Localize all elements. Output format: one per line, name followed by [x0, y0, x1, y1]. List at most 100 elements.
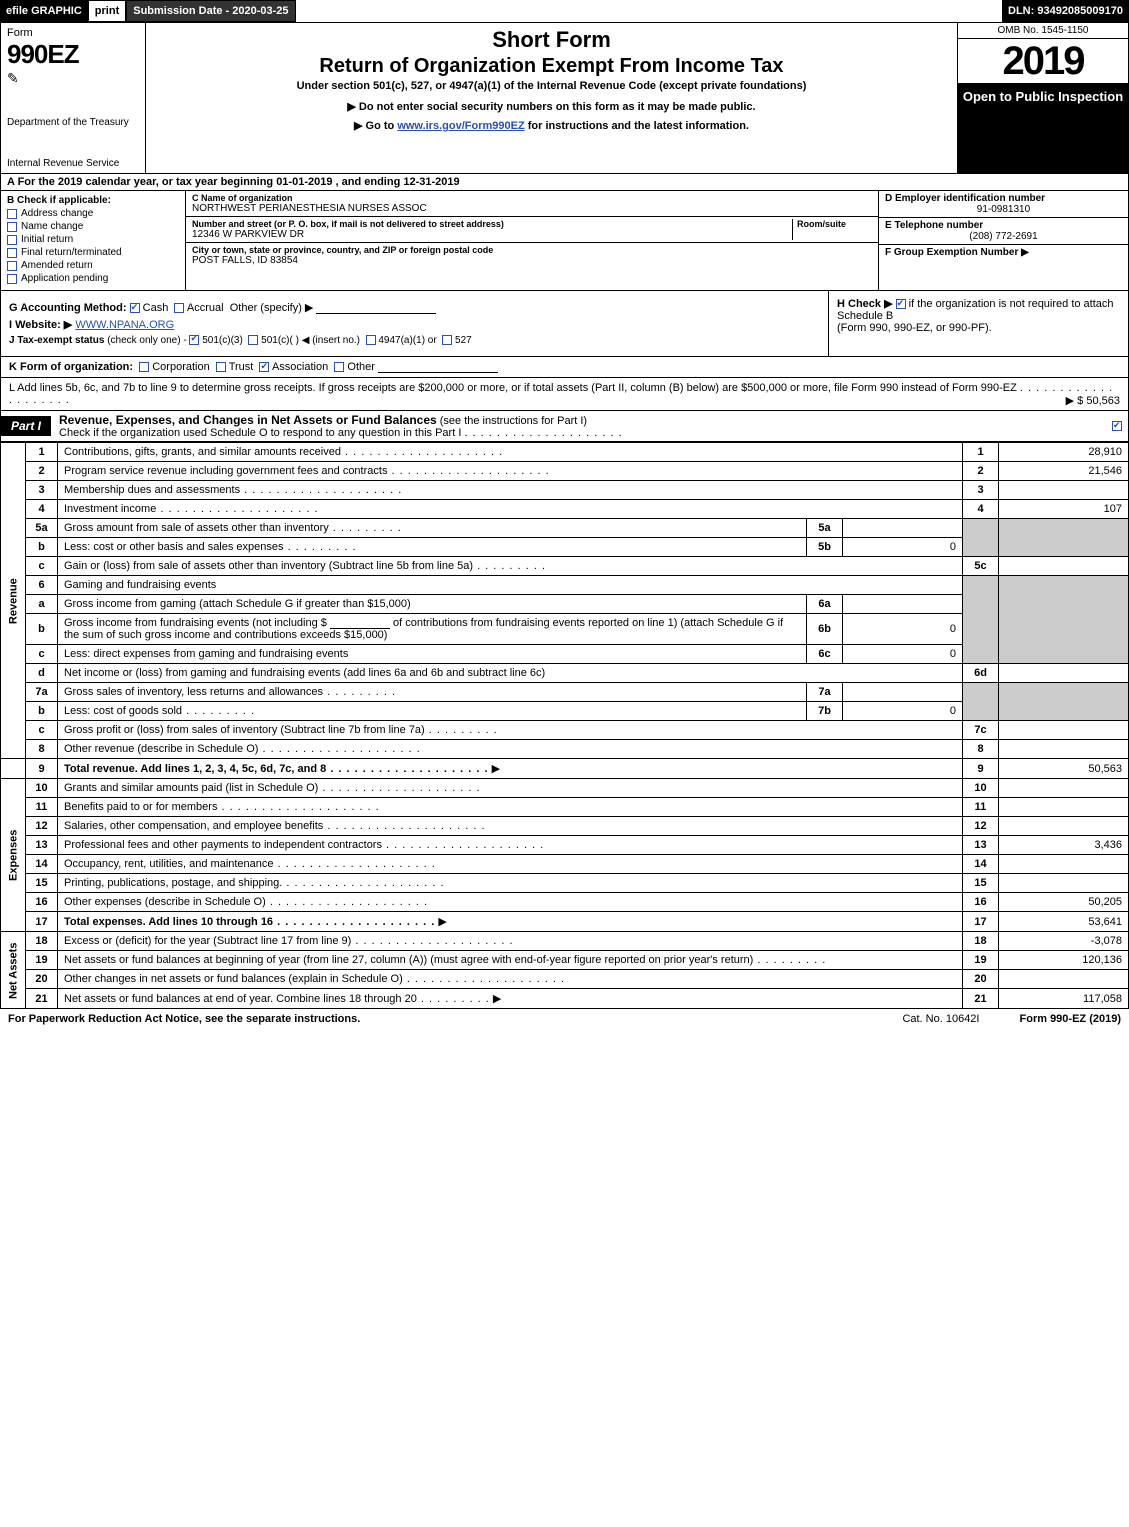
mb5b: 5b	[807, 538, 843, 557]
f-label: F Group Exemption Number ▶	[885, 247, 1029, 258]
submission-date: Submission Date - 2020-03-25	[126, 0, 295, 22]
lbl-application-pending: Application pending	[21, 273, 108, 284]
a21: 117,058	[999, 989, 1129, 1009]
d9: Total revenue. Add lines 1, 2, 3, 4, 5c,…	[58, 759, 963, 779]
print-button[interactable]: print	[88, 0, 126, 22]
blank-6b[interactable]	[330, 617, 390, 629]
part1-title-wrap: Revenue, Expenses, and Changes in Net As…	[51, 411, 1112, 441]
chk-schedule-o[interactable]	[1112, 421, 1122, 431]
n18: 18	[26, 932, 58, 951]
a6d	[999, 664, 1129, 683]
b9: 9	[963, 759, 999, 779]
b21: 21	[963, 989, 999, 1009]
chk-527[interactable]	[442, 335, 452, 345]
grey6	[963, 576, 999, 664]
block-def: D Employer identification number 91-0981…	[878, 191, 1128, 290]
k-label: K Form of organization:	[9, 361, 133, 373]
n6: 6	[26, 576, 58, 595]
ssn-warning: ▶ Do not enter social security numbers o…	[154, 100, 949, 113]
b14: 14	[963, 855, 999, 874]
b20: 20	[963, 970, 999, 989]
page-footer: For Paperwork Reduction Act Notice, see …	[0, 1009, 1129, 1029]
n4: 4	[26, 500, 58, 519]
b8: 8	[963, 740, 999, 759]
row-k: K Form of organization: Corporation Trus…	[0, 357, 1129, 378]
block-bcdef: B Check if applicable: Address change Na…	[0, 191, 1129, 291]
n6d: d	[26, 664, 58, 683]
b17: 17	[963, 912, 999, 932]
line-i: I Website: ▶ WWW.NPANA.ORG	[9, 318, 820, 331]
j-527: 527	[455, 335, 472, 346]
n15: 15	[26, 874, 58, 893]
d12: Salaries, other compensation, and employ…	[58, 817, 963, 836]
n3: 3	[26, 481, 58, 500]
grey7a	[999, 683, 1129, 721]
d14: Occupancy, rent, utilities, and maintena…	[58, 855, 963, 874]
d8: Other revenue (describe in Schedule O)	[58, 740, 963, 759]
b2: 2	[963, 462, 999, 481]
block-c-org: C Name of organization NORTHWEST PERIANE…	[186, 191, 878, 290]
website-link[interactable]: WWW.NPANA.ORG	[75, 319, 174, 331]
mb6b: 6b	[807, 614, 843, 645]
a3	[999, 481, 1129, 500]
chk-amended-return[interactable]	[7, 261, 17, 271]
grey6a	[999, 576, 1129, 664]
a15	[999, 874, 1129, 893]
form-number: 990EZ	[7, 39, 139, 70]
n2: 2	[26, 462, 58, 481]
chk-accrual[interactable]	[174, 303, 184, 313]
g-other-blank[interactable]	[316, 302, 436, 314]
part1-header: Part I Revenue, Expenses, and Changes in…	[0, 411, 1129, 442]
n6b: b	[26, 614, 58, 645]
b18: 18	[963, 932, 999, 951]
chk-corp[interactable]	[139, 362, 149, 372]
k-other-blank[interactable]	[378, 361, 498, 373]
d19: Net assets or fund balances at beginning…	[58, 951, 963, 970]
chk-501c3[interactable]	[189, 335, 199, 345]
j-note: (check only one) -	[107, 335, 186, 346]
goto-pre: ▶ Go to	[354, 120, 397, 132]
mb5a: 5a	[807, 519, 843, 538]
line-j: J Tax-exempt status (check only one) - 5…	[9, 335, 820, 346]
chk-application-pending[interactable]	[7, 274, 17, 284]
j-501c3: 501(c)(3)	[202, 335, 243, 346]
a17: 53,641	[999, 912, 1129, 932]
ma5a	[843, 519, 963, 538]
chk-h[interactable]	[896, 299, 906, 309]
room-label: Room/suite	[797, 219, 872, 229]
chk-final-return[interactable]	[7, 248, 17, 258]
b3: 3	[963, 481, 999, 500]
chk-assoc[interactable]	[259, 362, 269, 372]
a12	[999, 817, 1129, 836]
form-title-cell: Short Form Return of Organization Exempt…	[146, 23, 958, 173]
mb7a: 7a	[807, 683, 843, 702]
d7c: Gross profit or (loss) from sales of inv…	[58, 721, 963, 740]
n10: 10	[26, 779, 58, 798]
n11: 11	[26, 798, 58, 817]
b5c: 5c	[963, 557, 999, 576]
d17: Total expenses. Add lines 10 through 16	[58, 912, 963, 932]
e-label: E Telephone number	[885, 220, 1122, 231]
chk-other[interactable]	[334, 362, 344, 372]
a2: 21,546	[999, 462, 1129, 481]
c-label: C Name of organization	[192, 193, 872, 203]
chk-address-change[interactable]	[7, 209, 17, 219]
d10: Grants and similar amounts paid (list in…	[58, 779, 963, 798]
dln-label: DLN: 93492085009170	[1002, 0, 1129, 22]
chk-name-change[interactable]	[7, 222, 17, 232]
d21: Net assets or fund balances at end of ye…	[58, 989, 963, 1009]
grey5a	[999, 519, 1129, 557]
chk-501c[interactable]	[248, 335, 258, 345]
n14: 14	[26, 855, 58, 874]
chk-4947[interactable]	[366, 335, 376, 345]
d6b: Gross income from fundraising events (no…	[58, 614, 807, 645]
a13: 3,436	[999, 836, 1129, 855]
return-title: Return of Organization Exempt From Incom…	[154, 55, 949, 78]
irs-link[interactable]: www.irs.gov/Form990EZ	[397, 120, 524, 132]
chk-initial-return[interactable]	[7, 235, 17, 245]
g-other: Other (specify) ▶	[230, 302, 314, 314]
n12: 12	[26, 817, 58, 836]
chk-cash[interactable]	[130, 303, 140, 313]
chk-trust[interactable]	[216, 362, 226, 372]
d15: Printing, publications, postage, and shi…	[58, 874, 963, 893]
